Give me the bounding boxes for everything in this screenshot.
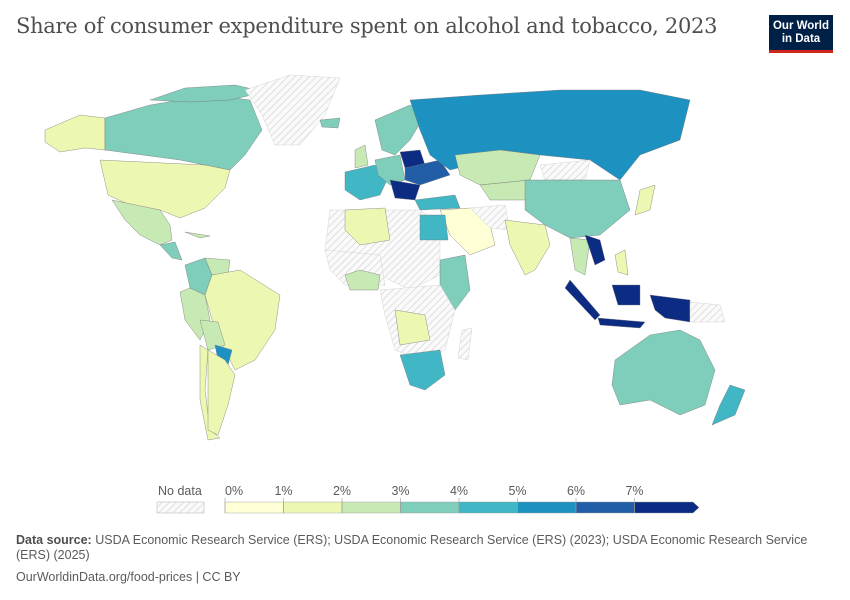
country-argentina[interactable] — [207, 349, 236, 436]
country-egypt[interactable] — [419, 214, 449, 241]
legend-bin[interactable] — [575, 501, 635, 514]
country-philippines[interactable] — [614, 249, 629, 276]
country-canada[interactable] — [104, 94, 263, 171]
legend-tick-label: 5% — [508, 484, 526, 498]
legend-tick-label: 1% — [274, 484, 292, 498]
footer-source: Data source: USDA Economic Research Serv… — [16, 533, 836, 563]
legend-no-data-swatch — [156, 501, 205, 514]
country-algeria[interactable] — [344, 207, 391, 246]
legend: No data 0% 1% 2% 3% 4% 5% 6% 7% — [156, 484, 700, 514]
country-png[interactable] — [689, 301, 726, 323]
legend-tick-label: 6% — [567, 484, 585, 498]
country-vietnam-laos[interactable] — [584, 234, 606, 266]
country-mongolia[interactable] — [539, 159, 591, 181]
country-cuba[interactable] — [184, 231, 211, 239]
country-greenland[interactable] — [244, 74, 341, 146]
legend-bin[interactable] — [224, 501, 284, 514]
country-iceland[interactable] — [319, 117, 341, 129]
country-australia[interactable] — [611, 329, 716, 416]
country-kazakhstan[interactable] — [454, 149, 541, 186]
logo-line-2: in Data — [781, 32, 821, 45]
country-new-zealand[interactable] — [711, 384, 746, 426]
country-chile[interactable] — [199, 344, 221, 441]
country-ghana-nigeria[interactable] — [344, 269, 381, 291]
country-madagascar[interactable] — [457, 327, 473, 361]
world-map — [44, 74, 746, 441]
country-scandinavia[interactable] — [374, 104, 426, 156]
legend-no-data-label: No data — [158, 484, 202, 498]
footer-credit[interactable]: OurWorldinData.org/food-prices | CC BY — [16, 570, 241, 584]
country-turkey[interactable] — [414, 194, 461, 211]
owid-logo[interactable]: Our World in Data — [769, 15, 833, 53]
source-label: Data source: — [16, 533, 92, 547]
legend-tick-label: 3% — [391, 484, 409, 498]
legend-bin[interactable] — [634, 501, 700, 514]
legend-tick-label: 2% — [333, 484, 351, 498]
country-india[interactable] — [504, 219, 551, 276]
legend-bin[interactable] — [400, 501, 460, 514]
country-angola-zambia[interactable] — [394, 309, 431, 346]
country-korea-japan[interactable] — [634, 184, 656, 216]
legend-bin[interactable] — [283, 501, 343, 514]
country-uk[interactable] — [354, 144, 369, 169]
country-southeast-asia[interactable] — [569, 237, 591, 276]
country-indonesia-sumatra[interactable] — [564, 279, 601, 321]
legend-tick-label: 4% — [450, 484, 468, 498]
country-alaska[interactable] — [44, 114, 106, 153]
country-central-america[interactable] — [159, 241, 183, 261]
legend-bin[interactable] — [517, 501, 577, 514]
country-western-europe[interactable] — [344, 164, 389, 201]
source-text: USDA Economic Research Service (ERS); US… — [16, 533, 808, 562]
legend-tick-label: 7% — [625, 484, 643, 498]
chart-title: Share of consumer expenditure spent on a… — [16, 14, 718, 38]
logo-line-1: Our World — [772, 19, 829, 32]
country-china[interactable] — [524, 179, 631, 239]
legend-tick-label: 0% — [225, 484, 243, 498]
country-mexico[interactable] — [111, 199, 173, 246]
country-usa[interactable] — [99, 159, 231, 219]
legend-bin[interactable] — [458, 501, 518, 514]
legend-bin[interactable] — [341, 501, 401, 514]
country-ukraine[interactable] — [404, 159, 451, 186]
country-south-africa[interactable] — [399, 349, 446, 391]
country-indonesia-java[interactable] — [597, 317, 646, 329]
country-bolivia[interactable] — [199, 319, 226, 351]
country-indonesia-east[interactable] — [649, 294, 691, 323]
country-indonesia-borneo[interactable] — [611, 284, 641, 306]
